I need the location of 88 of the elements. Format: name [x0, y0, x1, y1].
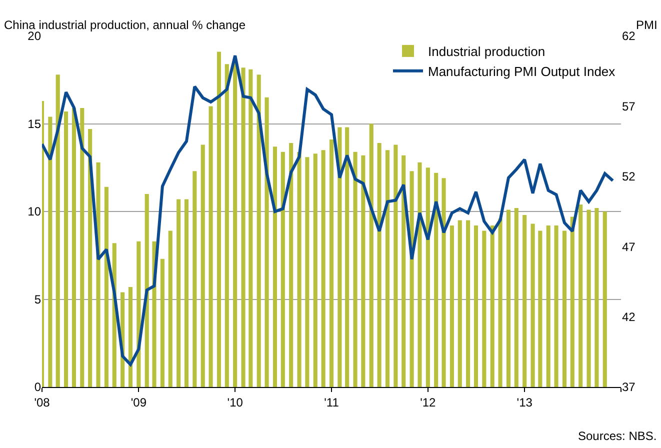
y2-tick-label: 37 — [622, 380, 636, 394]
legend-label: Manufacturing PMI Output Index — [428, 64, 616, 79]
y2-tick-label: 62 — [622, 29, 636, 44]
bar — [184, 199, 189, 387]
bar — [426, 168, 430, 387]
y-tick-label: 0 — [34, 380, 42, 394]
y-tick-label: 20 — [28, 29, 42, 44]
bar — [280, 152, 285, 387]
y-axis-title: China industrial production, annual % change — [4, 18, 246, 32]
bar — [586, 210, 591, 387]
y2-axis-title: PMI — [636, 18, 658, 32]
bar — [56, 74, 60, 387]
bar — [578, 204, 583, 387]
bar — [224, 64, 229, 387]
bar — [385, 150, 390, 387]
y-tick-label: 5 — [34, 292, 42, 306]
bar — [546, 226, 550, 387]
bar — [466, 220, 470, 387]
bar — [450, 226, 454, 387]
bar — [72, 108, 76, 387]
bar — [264, 97, 269, 387]
bar — [369, 124, 374, 387]
x-tick-label: '08 — [34, 395, 50, 410]
bar — [305, 157, 310, 387]
bar — [168, 230, 172, 387]
bar — [104, 186, 108, 387]
bar — [216, 52, 222, 387]
x-tick-label: '13 — [516, 395, 533, 410]
y2-tick-label: 42 — [622, 310, 636, 324]
bar — [321, 150, 326, 387]
bar — [361, 155, 366, 387]
bar — [144, 194, 149, 387]
x-tick-label: '10 — [227, 395, 244, 410]
bar — [338, 127, 342, 387]
bar — [80, 108, 84, 387]
bar — [48, 116, 52, 387]
bar — [192, 171, 197, 387]
x-tick-label: '09 — [130, 395, 147, 410]
bar — [442, 178, 446, 387]
bar — [538, 230, 542, 387]
bar — [313, 154, 318, 387]
bar — [176, 199, 181, 387]
bar — [96, 162, 100, 387]
bar — [297, 152, 302, 387]
bar — [208, 106, 213, 387]
y2-tick-label: 52 — [622, 170, 636, 184]
y-tick-label: 10 — [28, 204, 42, 219]
bar — [394, 144, 398, 387]
y2-tick-label: 47 — [622, 240, 636, 254]
bar — [458, 220, 462, 387]
bar — [522, 215, 527, 387]
bar — [345, 127, 350, 387]
y-tick-label: 15 — [28, 116, 42, 131]
bar — [506, 210, 511, 387]
bar — [570, 216, 574, 387]
bar — [418, 162, 422, 387]
bar — [88, 129, 92, 387]
source-note: Sources: NBS. — [578, 429, 657, 443]
bar — [233, 62, 238, 387]
bar — [353, 152, 358, 387]
bar — [554, 226, 558, 387]
bar — [248, 69, 253, 387]
bar — [514, 208, 518, 387]
bar — [256, 74, 261, 387]
bar — [562, 230, 567, 387]
bar — [160, 258, 164, 387]
bar — [434, 172, 438, 387]
y2-tick-label: 57 — [622, 99, 636, 114]
x-tick-label: '12 — [420, 395, 436, 410]
bar — [329, 140, 334, 387]
bar — [377, 143, 382, 387]
bar — [410, 171, 414, 387]
bar — [289, 143, 294, 387]
bar — [474, 226, 478, 387]
bar — [241, 68, 246, 387]
x-tick-label: '11 — [324, 395, 340, 410]
bar — [498, 218, 502, 387]
bar — [490, 226, 494, 387]
bar — [64, 111, 68, 387]
bar — [482, 230, 486, 387]
bar — [602, 212, 607, 387]
bar — [128, 286, 133, 387]
bar — [200, 144, 205, 387]
bar — [530, 224, 535, 387]
bar — [594, 208, 599, 387]
bar — [272, 146, 278, 387]
legend-label: Industrial production — [428, 44, 546, 60]
bar — [402, 155, 406, 387]
